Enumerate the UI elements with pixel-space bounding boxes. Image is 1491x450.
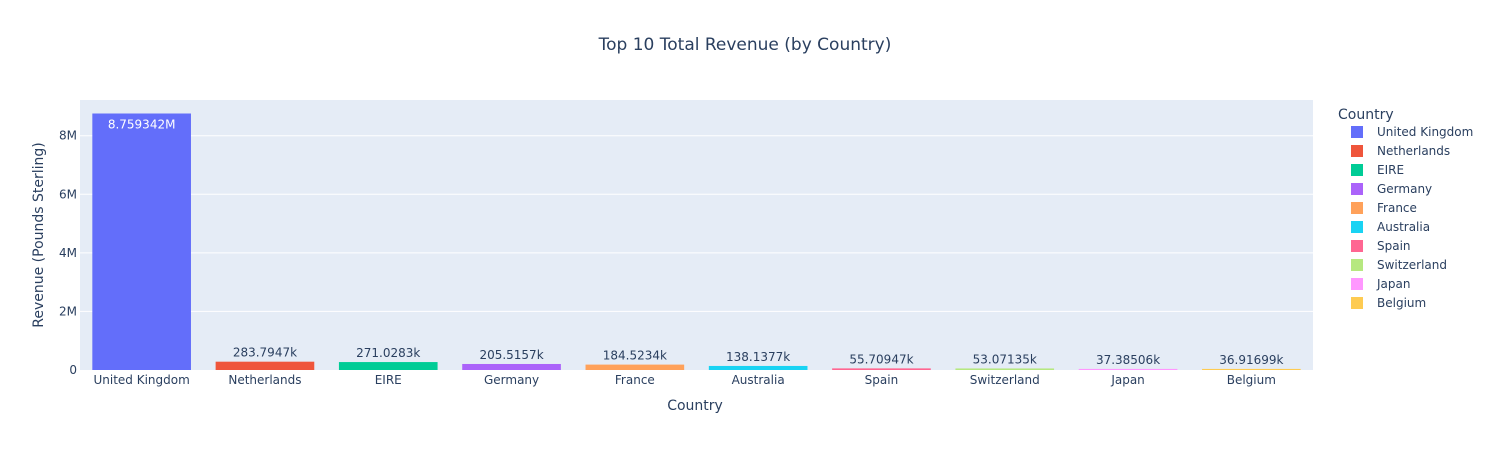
legend-item: Australia [1377,220,1430,234]
y-tick-label: 8M [59,129,77,143]
bar [1202,368,1301,370]
x-tick-label: Germany [484,373,539,387]
bar-value-label: 8.759342M [108,118,176,132]
y-axis-ticks: 0 2M 4M 6M 8M [59,129,77,377]
legend-item: Switzerland [1377,258,1447,272]
y-tick-label: 2M [59,304,77,318]
x-tick-label: Spain [865,373,899,387]
bar-value-label: 271.0283k [356,346,420,360]
bar [585,364,685,370]
bar [955,368,1055,370]
bar [92,113,191,370]
legend-swatch [1351,297,1363,309]
x-tick-label: EIRE [375,373,402,387]
x-axis-title: Country [667,398,723,414]
legend-item: Germany [1377,182,1432,196]
legend-item: Spain [1377,239,1411,253]
data-labels: 8.759342M 283.7947k 271.0283k 205.5157k 184.… [108,118,1284,367]
legend-swatch [1351,145,1363,157]
x-axis-ticks: United Kingdom Netherlands EIRE Germany Fran… [93,373,1275,387]
bar [462,363,561,370]
bar [1078,368,1178,370]
legend-swatch [1351,202,1363,214]
chart-title: Top 10 Total Revenue (by Country) [598,35,892,55]
x-tick-label: United Kingdom [93,373,189,387]
bar [215,361,315,370]
legend-swatch [1351,164,1363,176]
bar-value-label: 53.07135k [973,352,1037,366]
bar-value-label: 184.5234k [603,349,667,363]
y-tick-label: 0 [69,363,77,377]
x-tick-label: France [615,373,655,387]
legend-swatch [1351,240,1363,252]
bar-value-label: 283.7947k [233,346,297,360]
bar-value-label: 37.38506k [1096,353,1160,367]
legend-title: Country [1338,107,1394,123]
bars [92,113,1301,370]
legend-item: United Kingdom [1377,125,1473,139]
bar-value-label: 55.70947k [849,352,913,366]
bar-value-label: 138.1377k [726,350,790,364]
bar [832,368,931,370]
y-tick-label: 4M [59,246,77,260]
legend-item: Belgium [1377,296,1426,310]
bar-value-label: 205.5157k [479,348,543,362]
y-tick-label: 6M [59,187,77,201]
gridlines [80,135,1313,312]
legend-swatch [1351,259,1363,271]
x-tick-label: Japan [1110,373,1144,387]
x-tick-label: Australia [732,373,785,387]
x-tick-label: Switzerland [970,373,1040,387]
plot-area [80,100,1313,370]
legend-swatch [1351,278,1363,290]
bar [708,365,808,370]
bar-value-label: 36.91699k [1219,353,1283,367]
x-tick-label: Belgium [1227,373,1276,387]
legend-swatch [1351,126,1363,138]
legend: Country United Kingdom Netherlands EIRE Ger… [1338,107,1473,310]
legend-item: Netherlands [1377,144,1450,158]
bar [338,362,438,370]
legend-swatch [1351,183,1363,195]
legend-item: EIRE [1377,163,1404,177]
legend-item: Japan [1376,277,1410,291]
legend-item: France [1377,201,1417,215]
y-axis-title: Revenue (Pounds Sterling) [31,142,47,328]
legend-swatch [1351,221,1363,233]
x-tick-label: Netherlands [228,373,301,387]
